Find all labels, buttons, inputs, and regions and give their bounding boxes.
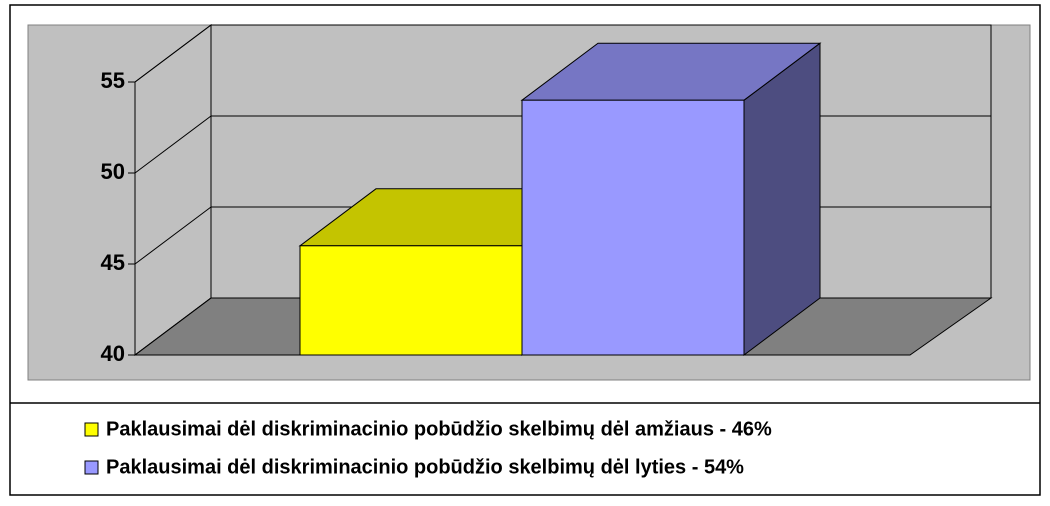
legend-swatch [84,460,99,475]
y-tick-label: 55 [101,68,125,93]
y-tick-label: 50 [101,159,125,184]
bar [299,245,523,356]
y-tick-label: 40 [101,341,125,366]
grid-line [134,206,212,265]
bar [521,99,745,356]
grid-line [134,297,212,356]
grid-line [134,115,212,174]
legend-swatch [84,422,99,437]
side-wall [134,24,212,356]
y-tick-label: 45 [101,250,125,275]
legend-label: Paklausimai dėl diskriminacinio pobūdžio… [106,418,772,440]
grid-line [134,24,212,83]
legend-label: Paklausimai dėl diskriminacinio pobūdžio… [106,456,744,478]
